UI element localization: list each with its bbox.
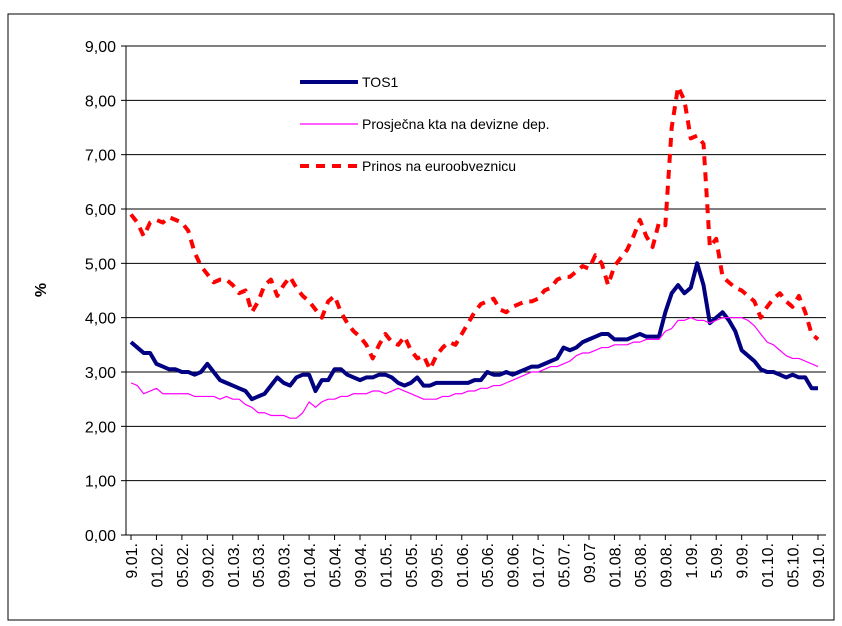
x-tick-label: 09.02. [200,543,217,587]
legend-label: Prinos na euroobveznicu [362,158,516,174]
x-tick-label: 01.05. [378,543,395,587]
series-line [130,317,819,419]
y-tick-label: 4,00 [85,311,116,328]
x-tick-label: 05.05. [404,543,421,587]
x-tick-label: 9.01. [124,543,141,579]
y-tick-label: 0,00 [85,528,116,545]
y-axis-label: % [33,283,50,297]
x-tick-label: 01.07. [531,543,548,587]
x-tick-label: 05.07. [557,543,574,587]
x-tick-label: 05.06. [480,543,497,587]
x-tick-label: 01.03. [226,543,243,587]
series-line [129,261,818,402]
x-tick-label: 05.03. [251,543,268,587]
x-tick-label: 05.10. [786,543,803,587]
y-tick-label: 2,00 [85,419,116,436]
x-tick-label: 01.04. [302,543,319,587]
x-tick-label: 09.06. [506,543,523,587]
y-tick-label: 1,00 [85,474,116,491]
x-tick-label: 09.08. [658,543,675,587]
x-tick-label: 9.09. [735,543,752,579]
legend-label: TOS1 [362,74,399,90]
x-tick-label: 01.08. [607,543,624,587]
x-tick-label: 09.04. [353,543,370,587]
x-tick-label: 01.02. [149,543,166,587]
x-tick-label: 1.09. [684,543,701,579]
x-tick-label: 05.08. [633,543,650,587]
y-tick-label: 8,00 [85,93,116,110]
y-tick-label: 6,00 [85,202,116,219]
x-tick-label: 5.09. [709,543,726,579]
y-tick-label: 7,00 [85,148,116,165]
x-tick-label: 01.10. [760,543,777,587]
x-tick-label: 01.06. [455,543,472,587]
x-tick-label: 09.07 [582,543,599,583]
y-tick-label: 3,00 [85,365,116,382]
x-tick-label: 05.02. [175,543,192,587]
x-tick-label: 09.05. [429,543,446,587]
x-tick-label: 05.04. [328,543,345,587]
chart-frame [7,13,835,621]
x-tick-label: 09.10. [811,543,828,587]
y-tick-label: 9,00 [85,39,116,56]
x-tick-label: 09.03. [277,543,294,587]
series-line [129,84,820,372]
legend-label: Prosječna kta na devizne dep. [362,116,550,132]
y-tick-label: 5,00 [85,256,116,273]
